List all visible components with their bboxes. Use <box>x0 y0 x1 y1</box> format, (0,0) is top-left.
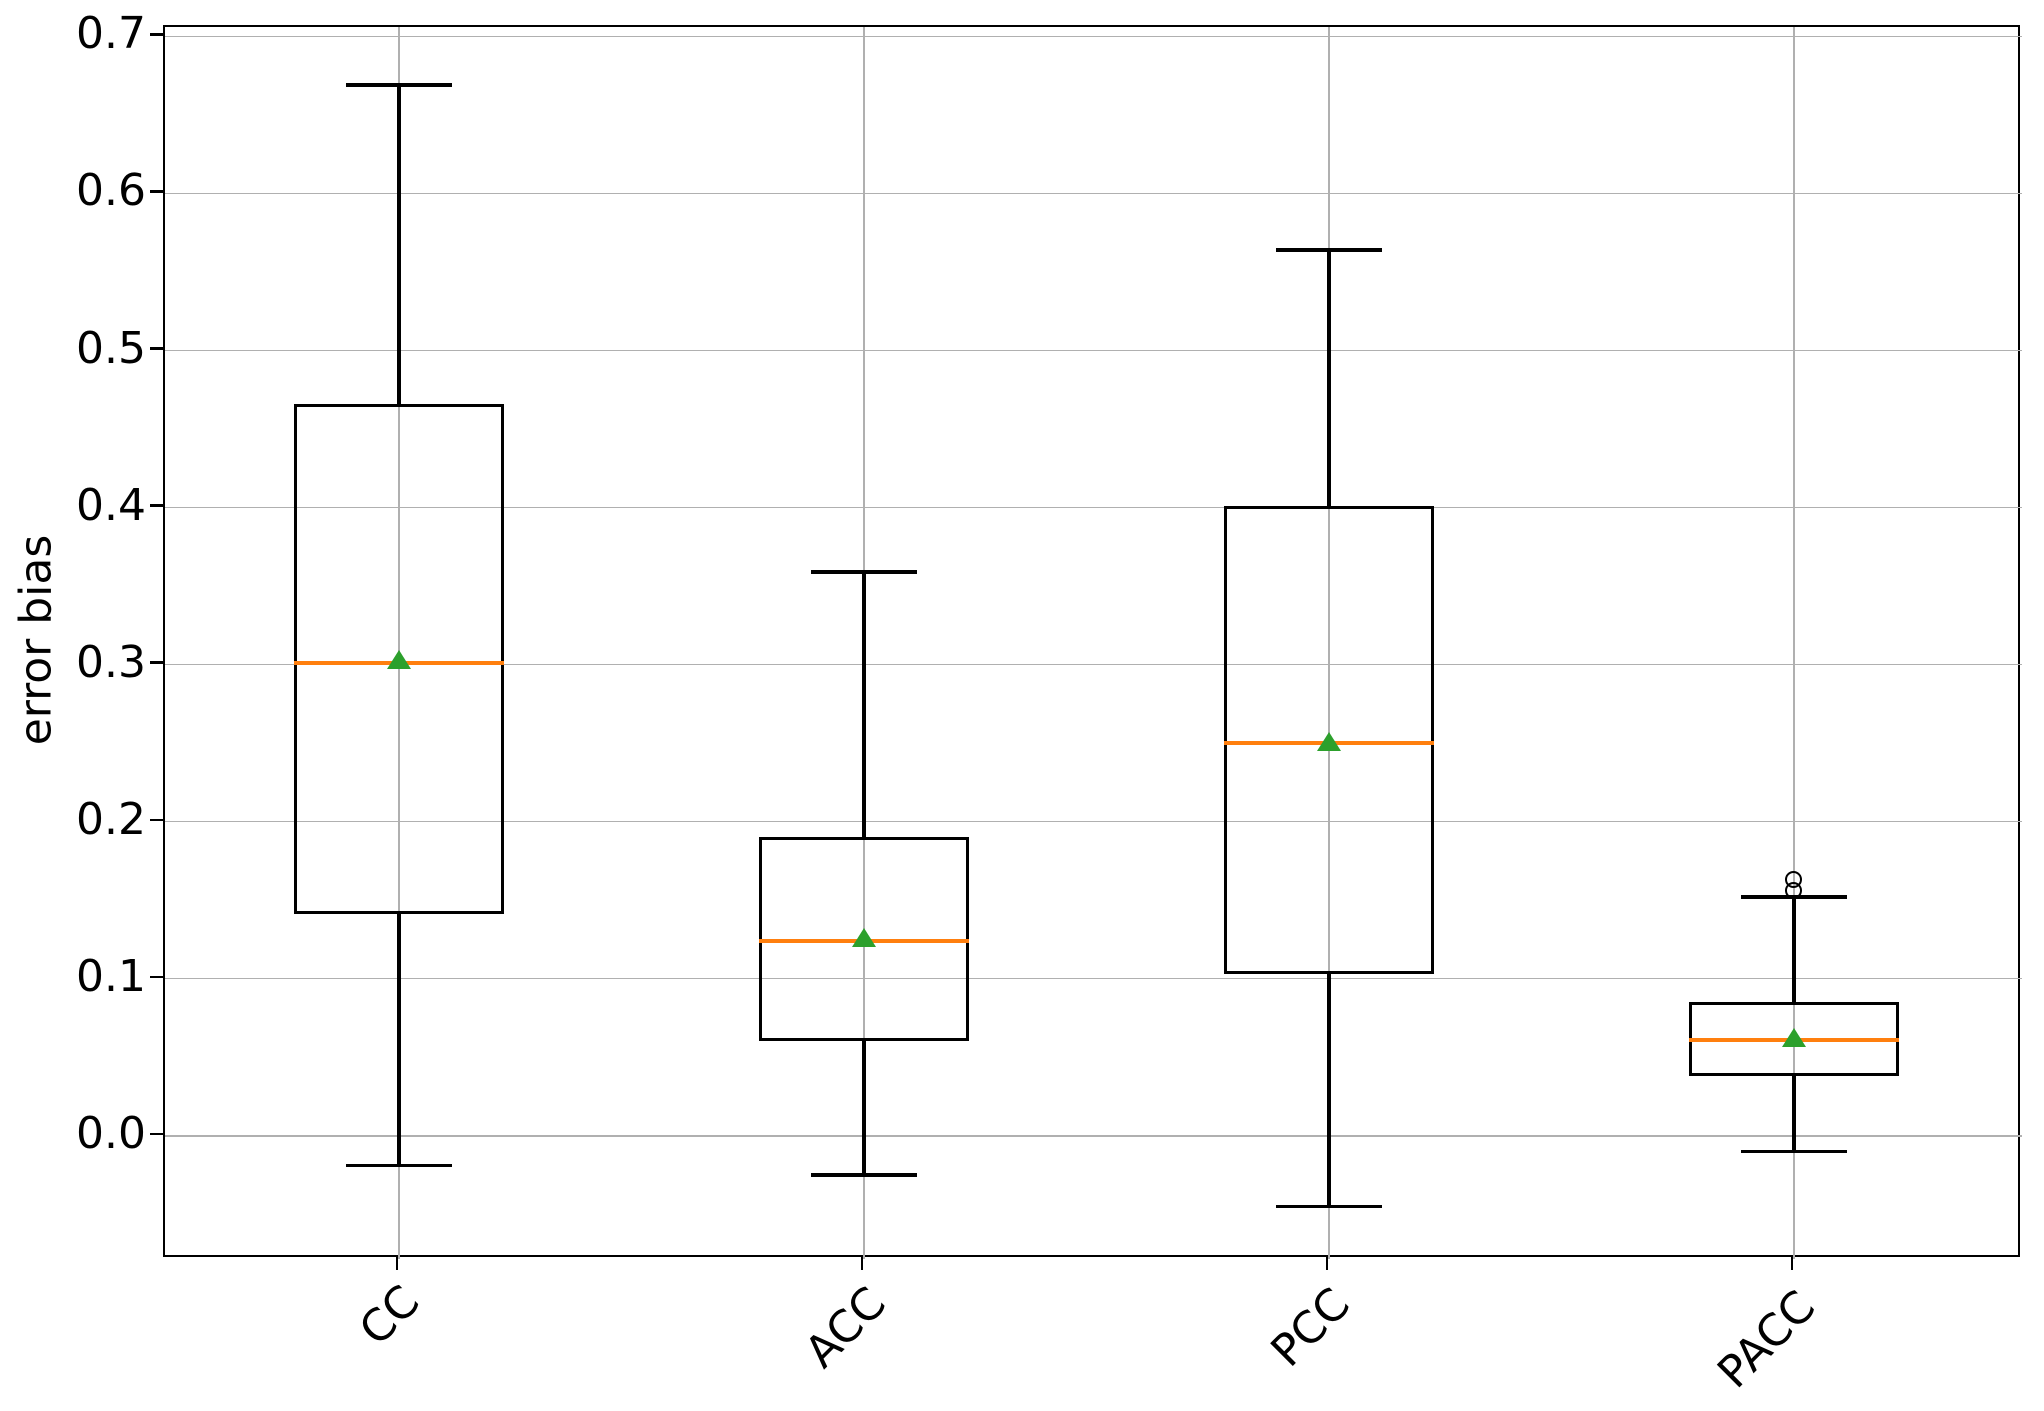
y-tick-label: 0.0 <box>76 1107 146 1159</box>
y-tick-label: 0.3 <box>76 636 146 688</box>
y-tick-mark <box>150 818 163 821</box>
whisker-lower <box>397 914 401 1166</box>
whisker-upper <box>862 571 866 838</box>
whisker-cap-lower <box>810 1173 917 1177</box>
whisker-cap-lower <box>345 1163 452 1168</box>
y-tick-label: 0.2 <box>76 793 146 845</box>
whisker-cap-lower <box>1275 1204 1382 1209</box>
x-gridline <box>398 27 400 1259</box>
whisker-lower <box>1792 1076 1796 1152</box>
y-tick-label: 0.6 <box>76 165 146 217</box>
y-gridline <box>165 977 2022 980</box>
y-tick-label: 0.5 <box>76 322 146 374</box>
x-tick-label: CC <box>349 1275 430 1356</box>
y-gridline <box>165 820 2022 823</box>
y-tick-mark <box>150 1132 163 1135</box>
box-rect <box>1223 505 1434 974</box>
y-tick-mark <box>150 33 163 36</box>
y-tick-label: 0.7 <box>76 8 146 60</box>
whisker-upper <box>1792 897 1796 1003</box>
x-tick-mark <box>1790 1257 1794 1270</box>
whisker-upper <box>397 85 401 404</box>
y-gridline <box>165 663 2022 666</box>
x-tick-label: PACC <box>1708 1281 1826 1399</box>
x-tick-mark <box>860 1257 864 1270</box>
y-tick-label: 0.4 <box>76 479 146 531</box>
box-rect <box>293 403 504 915</box>
mean-marker <box>386 649 411 669</box>
y-gridline <box>165 506 2022 509</box>
x-tick-mark <box>395 1257 399 1270</box>
whisker-upper <box>1327 250 1331 506</box>
y-gridline <box>165 35 2022 38</box>
outlier-marker <box>1785 871 1803 889</box>
x-tick-label: PCC <box>1261 1278 1360 1377</box>
whisker-cap-upper <box>810 570 917 574</box>
mean-marker <box>1781 1028 1806 1048</box>
y-tick-mark <box>150 504 163 507</box>
x-gridline <box>1328 27 1330 1259</box>
y-tick-mark <box>150 190 163 193</box>
x-tick-mark <box>1325 1257 1329 1270</box>
mean-marker <box>1316 731 1341 751</box>
whisker-lower <box>862 1041 866 1175</box>
x-tick-label: ACC <box>795 1277 896 1378</box>
y-tick-mark <box>150 975 163 978</box>
y-tick-mark <box>150 347 163 350</box>
whisker-cap-upper <box>1275 248 1382 252</box>
y-tick-mark <box>150 661 163 664</box>
whisker-lower <box>1327 973 1331 1207</box>
mean-marker <box>851 927 876 947</box>
plot-area <box>163 25 2022 1259</box>
whisker-cap-lower <box>1740 1149 1847 1154</box>
y-gridline <box>165 349 2022 352</box>
x-gridline <box>1793 27 1795 1259</box>
y-gridline <box>165 1134 2022 1137</box>
whisker-cap-upper <box>345 83 452 87</box>
y-tick-label: 0.1 <box>76 950 146 1002</box>
y-gridline <box>165 192 2022 195</box>
